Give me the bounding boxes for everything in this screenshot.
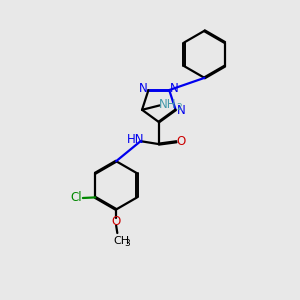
Text: CH: CH bbox=[114, 236, 130, 246]
Text: N: N bbox=[177, 104, 186, 117]
Text: N: N bbox=[170, 82, 179, 95]
Text: O: O bbox=[176, 135, 185, 148]
Text: HN: HN bbox=[127, 134, 144, 146]
Text: 2: 2 bbox=[176, 103, 182, 112]
Text: N: N bbox=[139, 82, 148, 95]
Text: O: O bbox=[111, 215, 120, 228]
Text: Cl: Cl bbox=[70, 191, 82, 205]
Text: NH: NH bbox=[159, 98, 177, 111]
Text: 3: 3 bbox=[124, 239, 130, 248]
